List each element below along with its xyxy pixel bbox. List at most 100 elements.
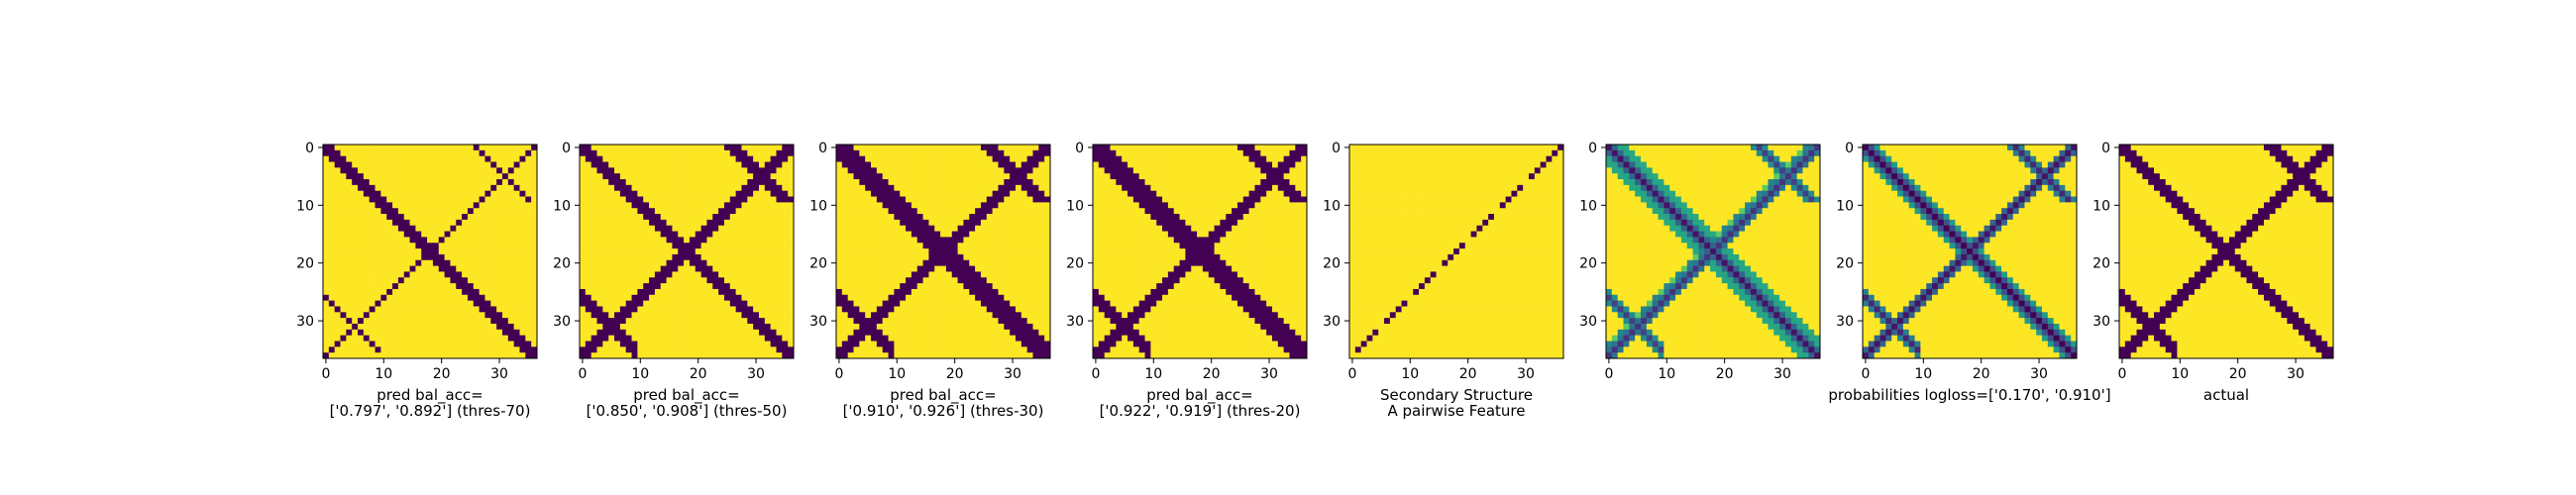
heatmap-cell	[1138, 149, 1145, 157]
heatmap-cell	[397, 190, 405, 197]
heatmap-cell	[1277, 179, 1285, 186]
heatmap-cell	[1004, 352, 1011, 359]
heatmap-cell	[911, 190, 918, 197]
heatmap-cell	[1127, 214, 1134, 221]
heatmap-cell	[1167, 243, 1175, 249]
heatmap-cell	[397, 231, 405, 238]
heatmap-cell	[496, 149, 503, 157]
heatmap-cell	[723, 352, 731, 359]
heatmap-cell	[444, 346, 451, 353]
heatmap-cell	[776, 248, 783, 255]
heatmap-cell	[619, 202, 627, 209]
heatmap-cell	[585, 248, 592, 255]
heatmap-cell	[450, 294, 457, 302]
heatmap-cell	[1116, 237, 1123, 244]
heatmap-cell	[718, 208, 725, 215]
heatmap-cell	[706, 202, 713, 209]
heatmap-cell	[1214, 155, 1221, 162]
heatmap-cell	[614, 225, 621, 232]
heatmap-cell	[323, 288, 330, 296]
heatmap-cell	[1185, 271, 1192, 278]
heatmap-cell	[934, 208, 941, 215]
heatmap-cell	[1150, 173, 1157, 180]
heatmap-cell	[782, 323, 789, 331]
heatmap-cell	[346, 225, 353, 232]
heatmap-cell	[643, 271, 650, 278]
heatmap-cell	[625, 323, 632, 331]
heatmap-cell	[916, 335, 923, 342]
heatmap-cell	[1242, 225, 1250, 232]
heatmap-cell	[513, 184, 520, 192]
heatmap-cell	[450, 190, 457, 197]
heatmap-cell	[1038, 149, 1045, 157]
heatmap-cell	[363, 167, 371, 174]
heatmap-cell	[1026, 145, 1033, 151]
heatmap-cell	[501, 253, 509, 261]
heatmap-cell	[386, 283, 393, 290]
heatmap-cell	[473, 196, 481, 203]
heatmap-cell	[654, 219, 662, 227]
heatmap-cell	[940, 329, 947, 337]
heatmap-cell	[770, 265, 777, 272]
heatmap-cell	[328, 253, 336, 261]
heatmap-cell	[501, 202, 509, 209]
heatmap-cell	[490, 288, 497, 296]
heatmap-cell	[513, 190, 520, 197]
heatmap-cell	[906, 265, 912, 272]
heatmap-cell	[706, 208, 713, 215]
heatmap-cell	[1156, 219, 1163, 227]
heatmap-cell	[363, 288, 371, 296]
heatmap-cell	[643, 288, 650, 296]
heatmap-cell	[859, 145, 866, 151]
heatmap-cell	[625, 184, 632, 192]
heatmap-cell	[928, 155, 935, 162]
heatmap-cell	[427, 341, 434, 347]
heatmap-cell	[776, 237, 783, 244]
heatmap-cell	[631, 202, 638, 209]
heatmap-cell	[934, 271, 941, 278]
heatmap-cell	[1122, 184, 1128, 192]
heatmap-cell	[986, 352, 994, 359]
heatmap-cell	[456, 202, 463, 209]
heatmap-cell	[1044, 248, 1051, 255]
heatmap-cell	[998, 196, 1005, 203]
heatmap-cell	[1138, 196, 1145, 203]
heatmap-cell	[352, 259, 359, 266]
heatmap-cell	[776, 329, 783, 337]
heatmap-cell	[758, 341, 766, 347]
heatmap-cell	[1044, 208, 1051, 215]
heatmap-cell	[427, 196, 434, 203]
heatmap-cell	[940, 352, 947, 359]
heatmap-cell	[945, 173, 953, 180]
heatmap-cell	[479, 300, 485, 307]
heatmap-cell	[945, 237, 953, 244]
heatmap-cell	[660, 335, 667, 342]
heatmap-cell	[649, 196, 656, 203]
heatmap-cell	[427, 145, 434, 151]
heatmap-cell	[1150, 214, 1157, 221]
heatmap-cell	[608, 231, 615, 238]
heatmap-cell	[764, 202, 772, 209]
heatmap-cell	[386, 173, 393, 180]
heatmap-cell	[392, 145, 399, 151]
heatmap-cell	[631, 161, 638, 168]
heatmap-cell	[1156, 208, 1163, 215]
heatmap-cell	[484, 277, 491, 284]
heatmap-cell	[900, 214, 907, 221]
heatmap-cell	[758, 155, 766, 162]
heatmap-cell	[1214, 196, 1221, 203]
heatmap-cell	[723, 341, 731, 347]
heatmap-cell	[788, 167, 795, 174]
heatmap-cell	[758, 161, 766, 168]
heatmap-cell	[637, 346, 644, 353]
heatmap-cell	[735, 225, 742, 232]
heatmap-cell	[729, 179, 737, 186]
heatmap-cell	[1197, 190, 1204, 197]
heatmap-cell	[1167, 155, 1175, 162]
heatmap-cell	[1044, 341, 1051, 347]
heatmap-cell	[380, 341, 387, 347]
heatmap-cell	[1150, 190, 1157, 197]
heatmap-cell	[1248, 155, 1255, 162]
heatmap-cell	[358, 259, 365, 266]
